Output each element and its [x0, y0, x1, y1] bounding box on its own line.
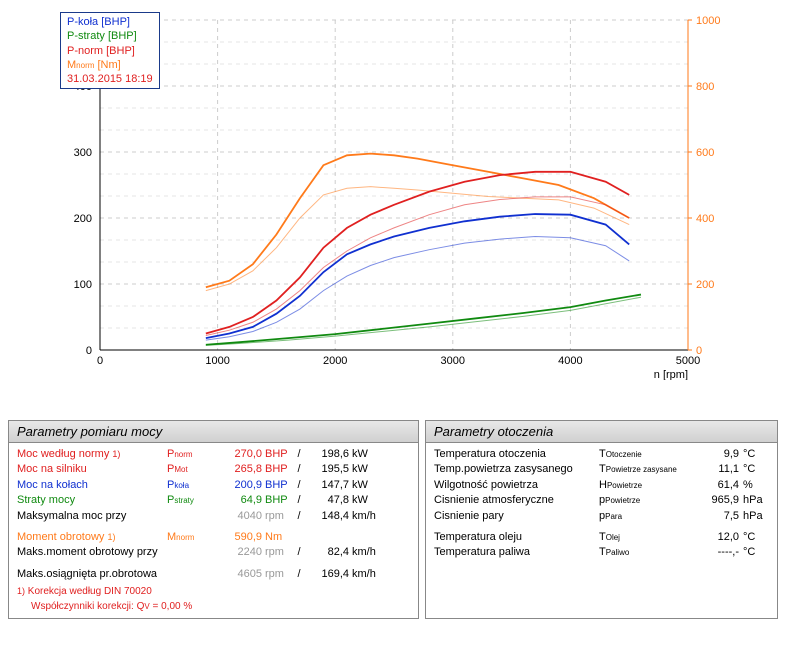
power-row: Maks.osiągnięta pr.obrotowa 4605 rpm / 1…	[17, 567, 410, 582]
data-tables: Parametry pomiaru mocy Moc według normy …	[8, 420, 778, 619]
svg-text:200: 200	[74, 213, 92, 225]
env-params-block: Parametry otoczenia Temperatura otoczeni…	[425, 420, 778, 619]
power-row: Maksymalna moc przy 4040 rpm / 148,4 km/…	[17, 509, 410, 524]
env-row: Temp.powietrza zasysanego TPowietrze zas…	[434, 462, 769, 477]
chart-legend: P-koła [BHP]P-straty [BHP]P-norm [BHP]Mn…	[60, 12, 160, 89]
power-row: Moc na kołach Pkoła 200,9 BHP / 147,7 kW	[17, 478, 410, 493]
env-params-title: Parametry otoczenia	[426, 421, 777, 443]
svg-text:0: 0	[696, 345, 702, 357]
svg-text:4000: 4000	[558, 355, 582, 367]
env-row: Cisnienie atmosferyczne pPowietrze 965,9…	[434, 493, 769, 508]
svg-text:3000: 3000	[441, 355, 465, 367]
power-row: Moc według normy 1) Pnorm 270,0 BHP / 19…	[17, 447, 410, 462]
svg-text:1000: 1000	[205, 355, 229, 367]
svg-text:2000: 2000	[323, 355, 347, 367]
power-row: Moment obrotowy 1) Mnorm 590,9 Nm	[17, 530, 410, 545]
power-row: Straty mocy Pstraty 64,9 BHP / 47,8 kW	[17, 493, 410, 508]
svg-text:100: 100	[74, 279, 92, 291]
svg-text:n [rpm]: n [rpm]	[654, 369, 688, 380]
env-row: Temperatura paliwa TPaliwo ----,- °C	[434, 545, 769, 560]
svg-text:300: 300	[74, 147, 92, 159]
svg-text:400: 400	[696, 213, 714, 225]
env-row: Wilgotność powietrza HPowietrze 61,4 %	[434, 478, 769, 493]
svg-text:1000: 1000	[696, 15, 720, 27]
power-params-title: Parametry pomiaru mocy	[9, 421, 418, 443]
env-row: Temperatura oleju TOlej 12,0 °C	[434, 530, 769, 545]
svg-text:0: 0	[97, 355, 103, 367]
env-row: Cisnienie pary pPara 7,5 hPa	[434, 509, 769, 524]
svg-text:0: 0	[86, 345, 92, 357]
svg-text:800: 800	[696, 81, 714, 93]
env-row: Temperatura otoczenia TOtoczenie 9,9 °C	[434, 447, 769, 462]
power-row: Maks.moment obrotowy przy 2240 rpm / 82,…	[17, 545, 410, 560]
svg-text:200: 200	[696, 279, 714, 291]
power-row: Moc na silniku PMot 265,8 BHP / 195,5 kW	[17, 462, 410, 477]
svg-text:600: 600	[696, 147, 714, 159]
dyno-chart: P-koła [BHP]P-straty [BHP]P-norm [BHP]Mn…	[0, 0, 788, 420]
power-params-block: Parametry pomiaru mocy Moc według normy …	[8, 420, 419, 619]
